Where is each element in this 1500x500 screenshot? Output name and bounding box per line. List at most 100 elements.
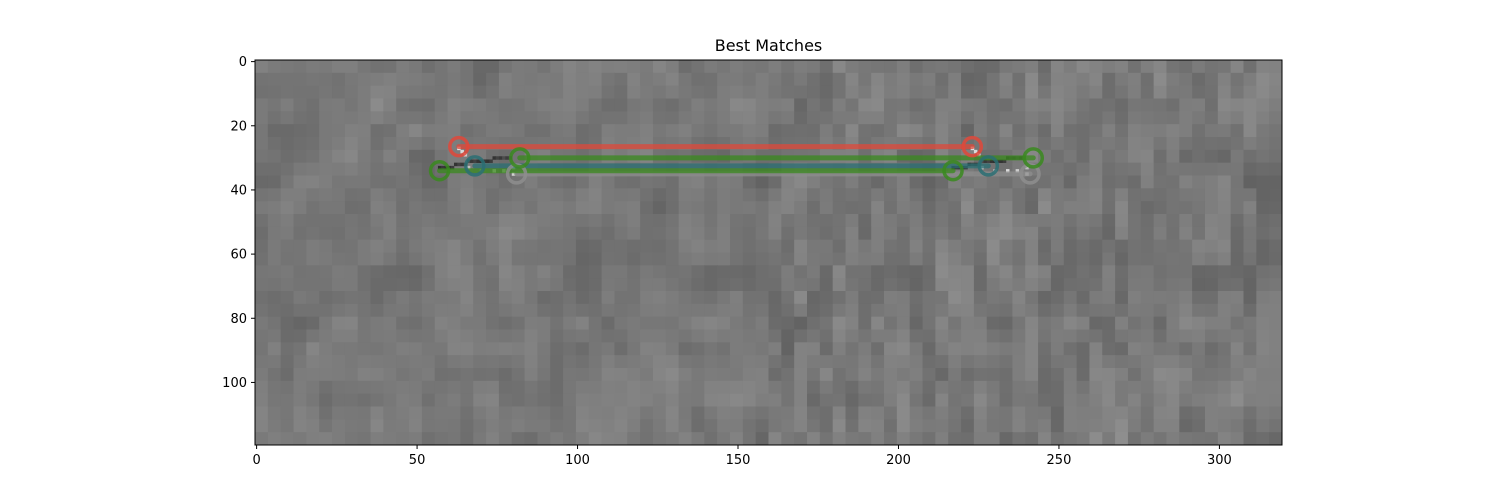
image-cell [652, 201, 667, 215]
image-cell [1012, 60, 1026, 74]
image-cell [819, 124, 834, 138]
image-cell [973, 316, 988, 331]
image-cell [588, 98, 603, 112]
image-cell [704, 214, 718, 228]
image-cell [1179, 316, 1193, 331]
image-cell [807, 72, 821, 87]
image-cell [409, 188, 423, 202]
image-cell [1115, 72, 1129, 87]
image-cell [717, 175, 731, 189]
image-cell [986, 72, 1001, 87]
image-cell [922, 85, 936, 100]
image-cell [601, 111, 616, 125]
image-cell [742, 380, 757, 395]
image-cell [601, 406, 616, 420]
image-cell [1243, 278, 1257, 292]
image-cell [768, 278, 782, 292]
image-cell [999, 98, 1014, 112]
image-cell [1217, 188, 1232, 202]
image-cell [678, 316, 693, 331]
image-cell [1217, 60, 1232, 74]
image-cell [935, 226, 949, 241]
image-cell [1076, 342, 1091, 356]
image-cell [794, 342, 808, 356]
image-cell [396, 137, 410, 151]
image-cell [255, 188, 269, 202]
image-cell [486, 85, 500, 100]
image-cell [575, 419, 590, 433]
image-cell [524, 214, 539, 228]
image-cell [935, 72, 949, 87]
image-cell [1050, 329, 1065, 343]
image-cell [832, 175, 847, 189]
image-cell [832, 201, 847, 215]
image-cell [845, 303, 859, 318]
image-cell [1256, 380, 1270, 395]
image-cell [280, 60, 295, 74]
image-cell [1256, 239, 1270, 254]
image-cell [524, 419, 539, 433]
image-cell [421, 98, 436, 112]
image-cell [306, 201, 320, 215]
image-cell [473, 432, 487, 445]
image-cell [383, 175, 397, 189]
image-cell [755, 214, 770, 228]
image-cell [961, 98, 975, 112]
image-cell [781, 226, 795, 241]
image-cell [614, 265, 628, 279]
image-cell [884, 239, 898, 254]
image-cell [267, 432, 282, 445]
image-cell [948, 265, 962, 279]
image-cell [396, 252, 410, 266]
image-cell [755, 342, 770, 356]
image-cell [858, 432, 872, 445]
image-cell [588, 316, 603, 331]
image-cell [550, 380, 564, 395]
image-cell [255, 226, 269, 241]
image-cell [537, 98, 551, 112]
image-cell [858, 214, 872, 228]
image-cell [704, 60, 718, 74]
image-cell [691, 111, 705, 125]
image-cell [704, 303, 718, 318]
image-cell [267, 265, 282, 279]
image-cell [986, 342, 1001, 356]
image-cell [922, 72, 936, 87]
image-cell [781, 342, 795, 356]
image-cell [1269, 111, 1282, 125]
image-cell [999, 137, 1014, 151]
image-cell [1025, 342, 1039, 356]
image-cell [1204, 60, 1219, 74]
image-cell [601, 252, 616, 266]
image-cell [1063, 316, 1078, 331]
image-cell [1089, 149, 1103, 164]
image-cell [537, 303, 551, 318]
image-cell [255, 393, 269, 408]
image-cell [1230, 124, 1245, 138]
image-cell [1230, 162, 1245, 177]
image-cell [858, 380, 872, 395]
image-cell [1166, 137, 1180, 151]
image-cell [357, 265, 372, 279]
image-cell [627, 355, 641, 369]
keypoint-circle [942, 159, 964, 182]
image-cell [973, 355, 988, 369]
image-cell [1115, 175, 1129, 189]
image-cell [1153, 111, 1168, 125]
image-cell [717, 252, 731, 266]
image-cell [1243, 124, 1257, 138]
image-cell [665, 355, 680, 369]
image-cell [1256, 303, 1270, 318]
image-cell [293, 188, 307, 202]
image-cell [524, 188, 539, 202]
image-cell [537, 60, 551, 74]
image-cell [1050, 175, 1065, 189]
image-cell [498, 406, 513, 420]
image-cell [678, 124, 693, 138]
image-cell [794, 252, 808, 266]
image-cell [871, 85, 885, 100]
image-cell [961, 188, 975, 202]
image-cell [563, 226, 577, 241]
image-cell [640, 265, 654, 279]
image-cell [1179, 98, 1193, 112]
